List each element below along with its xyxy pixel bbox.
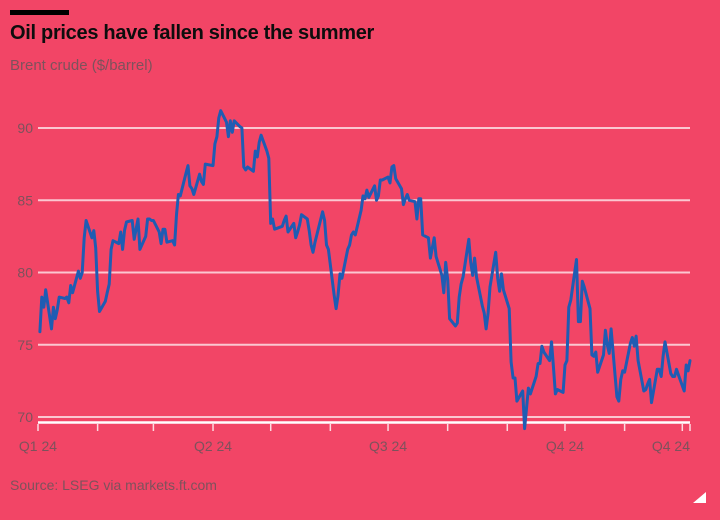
y-tick-label: 90 xyxy=(17,120,33,136)
x-tick-label: Q4 24 xyxy=(652,438,690,454)
chart-title: Oil prices have fallen since the summer xyxy=(10,22,375,44)
x-tick-label: Q3 24 xyxy=(369,438,407,454)
y-tick-label: 85 xyxy=(17,192,33,208)
chart-subtitle: Brent crude ($/barrel) xyxy=(10,57,153,74)
y-tick-label: 70 xyxy=(17,409,33,425)
title-accent-bar xyxy=(10,10,69,15)
x-tick-label: Q2 24 xyxy=(194,438,232,454)
x-tick-label: Q1 24 xyxy=(19,438,57,454)
source-note: Source: LSEG via markets.ft.com xyxy=(10,477,217,493)
y-tick-label: 75 xyxy=(17,337,33,353)
price-line xyxy=(38,109,692,431)
x-tick-label: Q4 24 xyxy=(546,438,584,454)
y-tick-label: 80 xyxy=(17,265,33,281)
corner-resize-triangle-icon xyxy=(693,492,706,503)
